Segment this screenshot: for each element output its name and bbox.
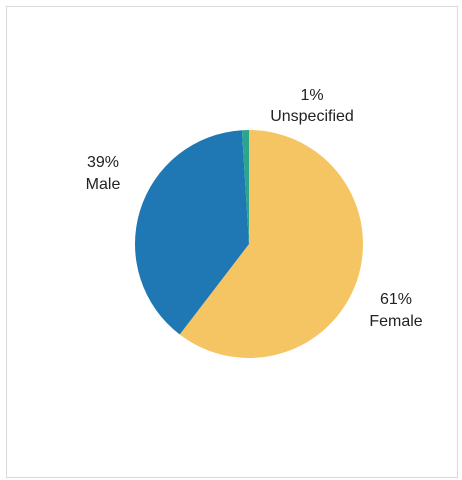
slice-label-unspecified: Unspecified [270, 108, 354, 125]
pie-slices [135, 130, 364, 358]
slice-label-male: Male [86, 176, 121, 193]
slice-label-male-percent: 39% [87, 154, 119, 171]
slice-label-unspecified-percent: 1% [300, 87, 323, 104]
slice-label-female-percent: 61% [380, 291, 412, 308]
pie-slice-unspecified [241, 130, 249, 244]
pie-slice-female [179, 130, 364, 358]
slice-label-female: Female [369, 313, 422, 330]
pie-slice-male [135, 130, 249, 335]
